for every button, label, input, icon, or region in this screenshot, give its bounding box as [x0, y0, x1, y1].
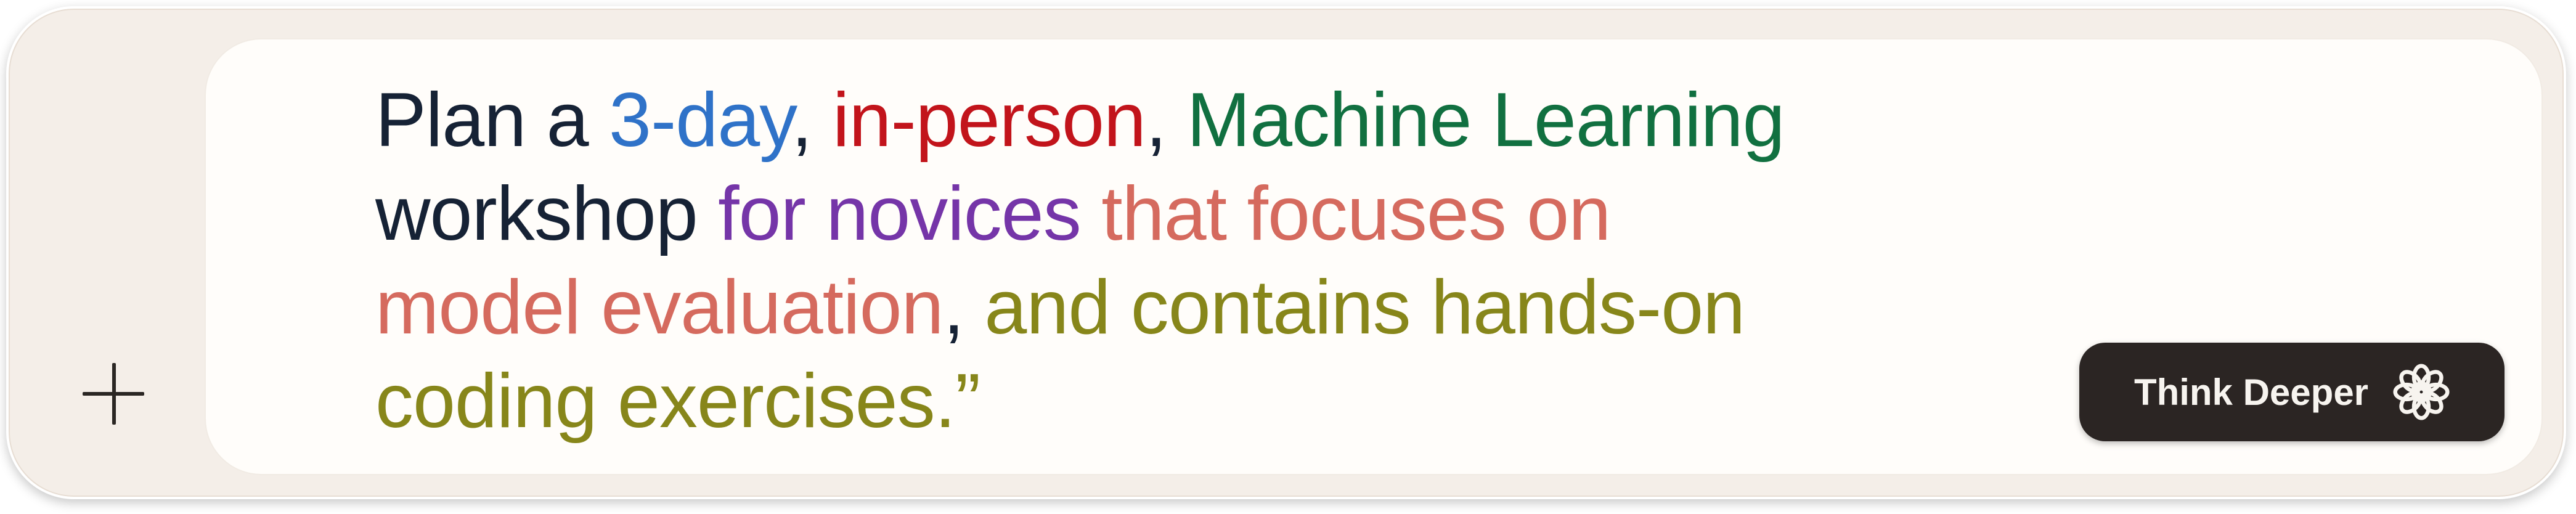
prompt-segment-requirement: coding exercises.”: [375, 359, 980, 444]
prompt-segment-plan: Plan a: [375, 78, 609, 163]
prompt-segment-requirement-lead: and contains hands-on: [984, 265, 1745, 350]
prompt-segment-workshop: workshop: [375, 171, 719, 256]
prompt-segment-comma-2: ,: [1145, 78, 1187, 163]
prompt-segment-focus: model evaluation: [375, 265, 944, 350]
prompt-composer: Plan a 3-day, in-person, Machine Learnin…: [6, 6, 2566, 499]
prompt-segment-duration: 3-day: [609, 78, 792, 163]
add-attachment-button[interactable]: [83, 363, 144, 425]
prompt-segment-comma-1: ,: [791, 78, 833, 163]
prompt-segment-focus-lead: that focuses on: [1080, 171, 1611, 256]
prompt-segment-audience: for novices: [718, 171, 1082, 256]
prompt-segment-format: in-person: [832, 78, 1146, 163]
think-deeper-label: Think Deeper: [2134, 371, 2369, 413]
flower-icon: [2393, 364, 2450, 420]
prompt-segment-topic: Machine Learning: [1186, 78, 1785, 163]
prompt-segment-comma-3: ,: [943, 265, 985, 350]
prompt-card[interactable]: Plan a 3-day, in-person, Machine Learnin…: [206, 39, 2541, 474]
prompt-text[interactable]: Plan a 3-day, in-person, Machine Learnin…: [375, 73, 2162, 448]
think-deeper-button[interactable]: Think Deeper: [2079, 343, 2505, 441]
